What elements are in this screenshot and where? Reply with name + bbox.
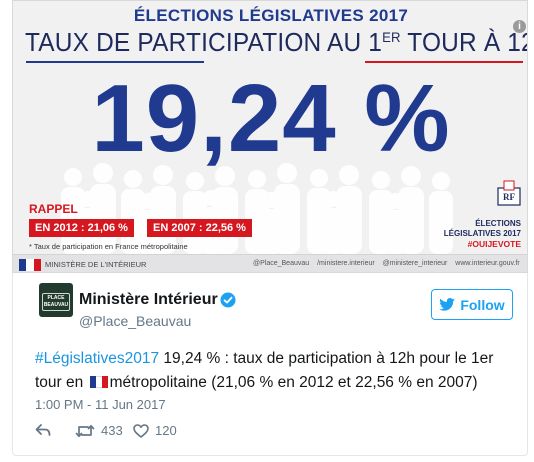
infographic-title: ÉLECTIONS LÉGISLATIVES 2017: [133, 6, 409, 25]
hashtag-link[interactable]: #Législatives2017: [35, 350, 160, 367]
tweet-text-part2: métropolitaine (21,06 % en 2012 et 22,56…: [109, 374, 478, 391]
ballot-box-icon: RF: [497, 180, 521, 206]
like-count: 120: [155, 423, 177, 438]
retweet-icon: [75, 424, 95, 437]
tweet-text: #Législatives2017 19,24 % : taux de part…: [35, 347, 515, 395]
svg-text:RF: RF: [503, 192, 515, 202]
subtitle-sup: ER: [382, 29, 401, 45]
avatar[interactable]: PLACE BEAUVAU: [39, 283, 73, 317]
badge-2012: EN 2012 : 21,06 %: [29, 219, 134, 237]
tweet-card: PLACE BEAUVAU Ministère Intérieur @Place…: [12, 273, 528, 456]
branding-line2: LÉGISLATIVES 2017: [443, 229, 521, 238]
blue-underline: [26, 61, 204, 63]
info-icon-glyph: i: [518, 21, 521, 32]
participation-rate: 19,24 %: [91, 65, 451, 172]
avatar-street-sign: PLACE BEAUVAU: [42, 293, 70, 311]
marianne-flag-icon: [19, 259, 41, 271]
avatar-text-2: BEAUVAU: [43, 302, 69, 308]
footer-social-links: @Place_Beauvau /ministere.interieur @min…: [253, 260, 526, 267]
footnote: * Taux de participation en France métrop…: [29, 242, 188, 251]
follow-label: Follow: [460, 296, 505, 313]
twitter-bird-icon: [439, 298, 456, 311]
rappel-label: RAPPEL: [29, 202, 78, 216]
footer-facebook: /ministere.interieur: [317, 260, 375, 267]
tweet-timestamp[interactable]: 1:00 PM - 11 Jun 2017: [35, 397, 166, 412]
info-icon[interactable]: i: [513, 20, 526, 33]
tweet-text-part1: 19,24 % : taux de participation à 12h po…: [35, 350, 494, 391]
reply-button[interactable]: [35, 423, 51, 437]
footer-twitter: @Place_Beauvau: [253, 260, 310, 267]
like-button[interactable]: 120: [133, 423, 177, 438]
infographic-subtitle: TAUX DE PARTICIPATION AU 1ER TOUR À 12H*: [25, 27, 527, 58]
user-handle[interactable]: @Place_Beauvau: [79, 313, 192, 329]
verified-icon: [220, 292, 236, 308]
red-underline: [365, 61, 523, 63]
ministry-label: MINISTÈRE DE L'INTÉRIEUR: [45, 260, 147, 269]
avatar-text-1: PLACE: [47, 295, 65, 301]
reply-icon: [35, 424, 51, 436]
infographic-footer: MINISTÈRE DE L'INTÉRIEUR @Place_Beauvau …: [13, 254, 527, 272]
branding-line1: ÉLECTIONS: [475, 219, 521, 228]
subtitle-tail: TOUR À 12H: [407, 27, 527, 57]
retweet-count: 433: [101, 423, 123, 438]
heart-icon: [133, 423, 149, 438]
france-flag-icon: [89, 372, 108, 388]
retweet-button[interactable]: 433: [75, 423, 123, 438]
branding-hashtag: #OUIJEVOTE: [467, 239, 521, 249]
badge-2007: EN 2007 : 22,56 %: [147, 219, 252, 237]
footer-website: www.interieur.gouv.fr: [455, 260, 520, 267]
display-name[interactable]: Ministère Intérieur: [79, 291, 218, 308]
footer-instagram: @ministere_interieur: [382, 260, 448, 267]
follow-button[interactable]: Follow: [431, 289, 513, 320]
subtitle-main: TAUX DE PARTICIPATION AU 1: [25, 27, 383, 57]
election-infographic: ÉLECTIONS LÉGISLATIVES 2017 i TAUX DE PA…: [12, 0, 528, 273]
